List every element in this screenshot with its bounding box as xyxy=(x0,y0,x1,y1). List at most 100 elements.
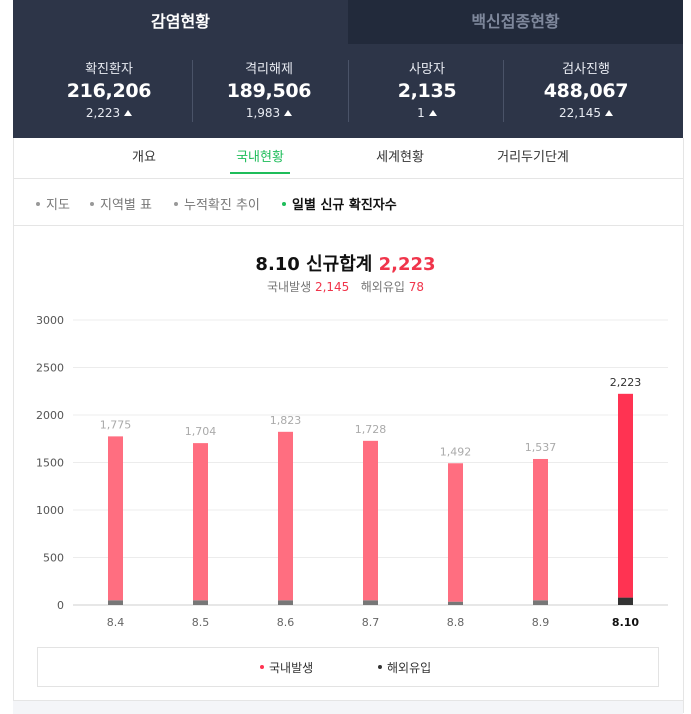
overseas-value: 78 xyxy=(408,280,425,294)
x-tick-label: 8.10 xyxy=(612,616,639,629)
bar-domestic xyxy=(278,431,293,601)
bar-domestic xyxy=(448,463,463,602)
arrow-up-icon xyxy=(605,110,613,116)
bar-domestic xyxy=(193,443,208,601)
chart-title-total: 2,223 xyxy=(378,254,436,275)
legend-domestic[interactable]: 국내발생 xyxy=(260,659,313,676)
x-tick-label: 8.6 xyxy=(277,616,295,629)
bar-overseas xyxy=(533,600,548,605)
chart-title-text: 8.10 신규합계 xyxy=(255,254,373,275)
chart-legend: 국내발생 해외유입 xyxy=(37,647,659,687)
chip-label: 일별 신규 확진자수 xyxy=(292,198,397,213)
bar-total-label: 1,775 xyxy=(100,418,132,431)
arrow-up-icon xyxy=(428,110,437,116)
tab-world[interactable]: 세계현황 xyxy=(376,150,424,165)
chart-title: 8.10 신규합계 2,223 xyxy=(0,250,691,276)
bullet-icon xyxy=(36,202,40,206)
bar-total-label: 1,823 xyxy=(270,414,302,427)
bar-total-label: 2,223 xyxy=(610,376,642,389)
chip-region-table[interactable]: 지역별 표 xyxy=(90,194,152,213)
x-tick-label: 8.4 xyxy=(107,616,125,629)
tab-domestic-label: 국내현황 xyxy=(236,150,284,165)
footer-strip xyxy=(13,700,683,714)
stat-label: 사망자 xyxy=(409,62,445,77)
y-tick-label: 2000 xyxy=(36,409,64,422)
domestic-value: 2,145 xyxy=(314,280,350,294)
stat-label: 검사진행 xyxy=(562,62,610,77)
bar-domestic xyxy=(533,458,548,601)
chip-map[interactable]: 지도 xyxy=(36,194,70,213)
stat-confirmed: 확진환자 216,206 2,223 xyxy=(34,58,184,120)
bar-total-label: 1,704 xyxy=(185,425,217,438)
arrow-up-icon xyxy=(284,110,293,116)
content-frame xyxy=(13,138,684,713)
bullet-icon xyxy=(282,202,286,206)
bar-overseas xyxy=(193,600,208,605)
domestic-label: 국내발생 xyxy=(266,280,312,294)
bar-total-label: 1,728 xyxy=(355,423,387,436)
bar-overseas xyxy=(278,600,293,605)
stat-delta: 1 xyxy=(352,106,502,120)
chip-cumulative-trend[interactable]: 누적확진 추이 xyxy=(174,194,260,213)
stat-label: 격리해제 xyxy=(245,62,293,77)
stat-value: 189,506 xyxy=(226,80,312,102)
chart-subtitle: 국내발생 2,145 해외유입 78 xyxy=(0,278,691,295)
stats-header: 감염현황 백신접종현황 확진환자 216,206 2,223 격리해제 189,… xyxy=(13,0,683,138)
bar-domestic xyxy=(363,440,378,601)
y-tick-label: 3000 xyxy=(36,314,64,327)
stat-value: 488,067 xyxy=(543,80,629,102)
stat-deaths: 사망자 2,135 1 xyxy=(352,58,502,120)
divider xyxy=(503,60,504,122)
stat-delta-value: 1 xyxy=(417,106,425,120)
bar-total-label: 1,492 xyxy=(440,445,472,458)
stat-testing: 검사진행 488,067 22,145 xyxy=(511,58,661,120)
y-tick-label: 2500 xyxy=(36,362,64,375)
divider xyxy=(348,60,349,122)
stat-value: 216,206 xyxy=(66,80,152,102)
tab-infection-status[interactable]: 감염현황 xyxy=(13,0,348,44)
legend-overseas[interactable]: 해외유입 xyxy=(378,659,431,676)
stat-delta-value: 22,145 xyxy=(559,106,601,120)
bar-domestic xyxy=(108,436,123,601)
view-selector: 지도 지역별 표 누적확진 추이 일별 신규 확진자수 xyxy=(13,179,683,226)
chip-label: 누적확진 추이 xyxy=(184,198,260,213)
bullet-icon xyxy=(90,202,94,206)
divider xyxy=(192,60,193,122)
x-tick-label: 8.7 xyxy=(362,616,380,629)
bar-overseas xyxy=(618,597,633,605)
bar-overseas xyxy=(363,600,378,605)
tab-overview[interactable]: 개요 xyxy=(132,150,156,165)
stat-label: 확진환자 xyxy=(85,62,133,77)
bar-domestic xyxy=(618,393,633,598)
sub-tab-bar: 개요 국내현황 세계현황 거리두기단계 xyxy=(13,138,683,179)
tab-domestic[interactable]: 국내현황 xyxy=(230,138,290,178)
tab-distancing-level[interactable]: 거리두기단계 xyxy=(497,150,569,165)
stat-delta-value: 2,223 xyxy=(85,106,121,120)
legend-label: 국내발생 xyxy=(269,661,314,675)
bar-total-label: 1,537 xyxy=(525,441,557,454)
legend-dot-icon xyxy=(378,665,382,669)
arrow-up-icon xyxy=(124,110,133,116)
legend-dot-icon xyxy=(260,665,264,669)
stat-released: 격리해제 189,506 1,983 xyxy=(194,58,344,120)
active-tab-underline xyxy=(230,172,290,174)
legend-label: 해외유입 xyxy=(387,661,432,675)
stat-value: 2,135 xyxy=(397,80,457,102)
bar-overseas xyxy=(448,601,463,605)
stat-delta: 1,983 xyxy=(194,106,344,120)
y-tick-label: 0 xyxy=(57,599,64,612)
y-tick-label: 500 xyxy=(43,552,64,565)
stat-delta-value: 1,983 xyxy=(245,106,281,120)
bullet-icon xyxy=(174,202,178,206)
chip-daily-new-cases[interactable]: 일별 신규 확진자수 xyxy=(282,194,397,213)
stat-delta: 22,145 xyxy=(511,106,661,120)
x-tick-label: 8.8 xyxy=(447,616,465,629)
chip-label: 지도 xyxy=(46,198,70,213)
y-tick-label: 1000 xyxy=(36,504,64,517)
stat-delta: 2,223 xyxy=(34,106,184,120)
chip-label: 지역별 표 xyxy=(100,198,152,213)
overseas-label: 해외유입 xyxy=(360,280,405,294)
tab-vaccination-status[interactable]: 백신접종현황 xyxy=(348,0,683,44)
x-tick-label: 8.9 xyxy=(532,616,550,629)
